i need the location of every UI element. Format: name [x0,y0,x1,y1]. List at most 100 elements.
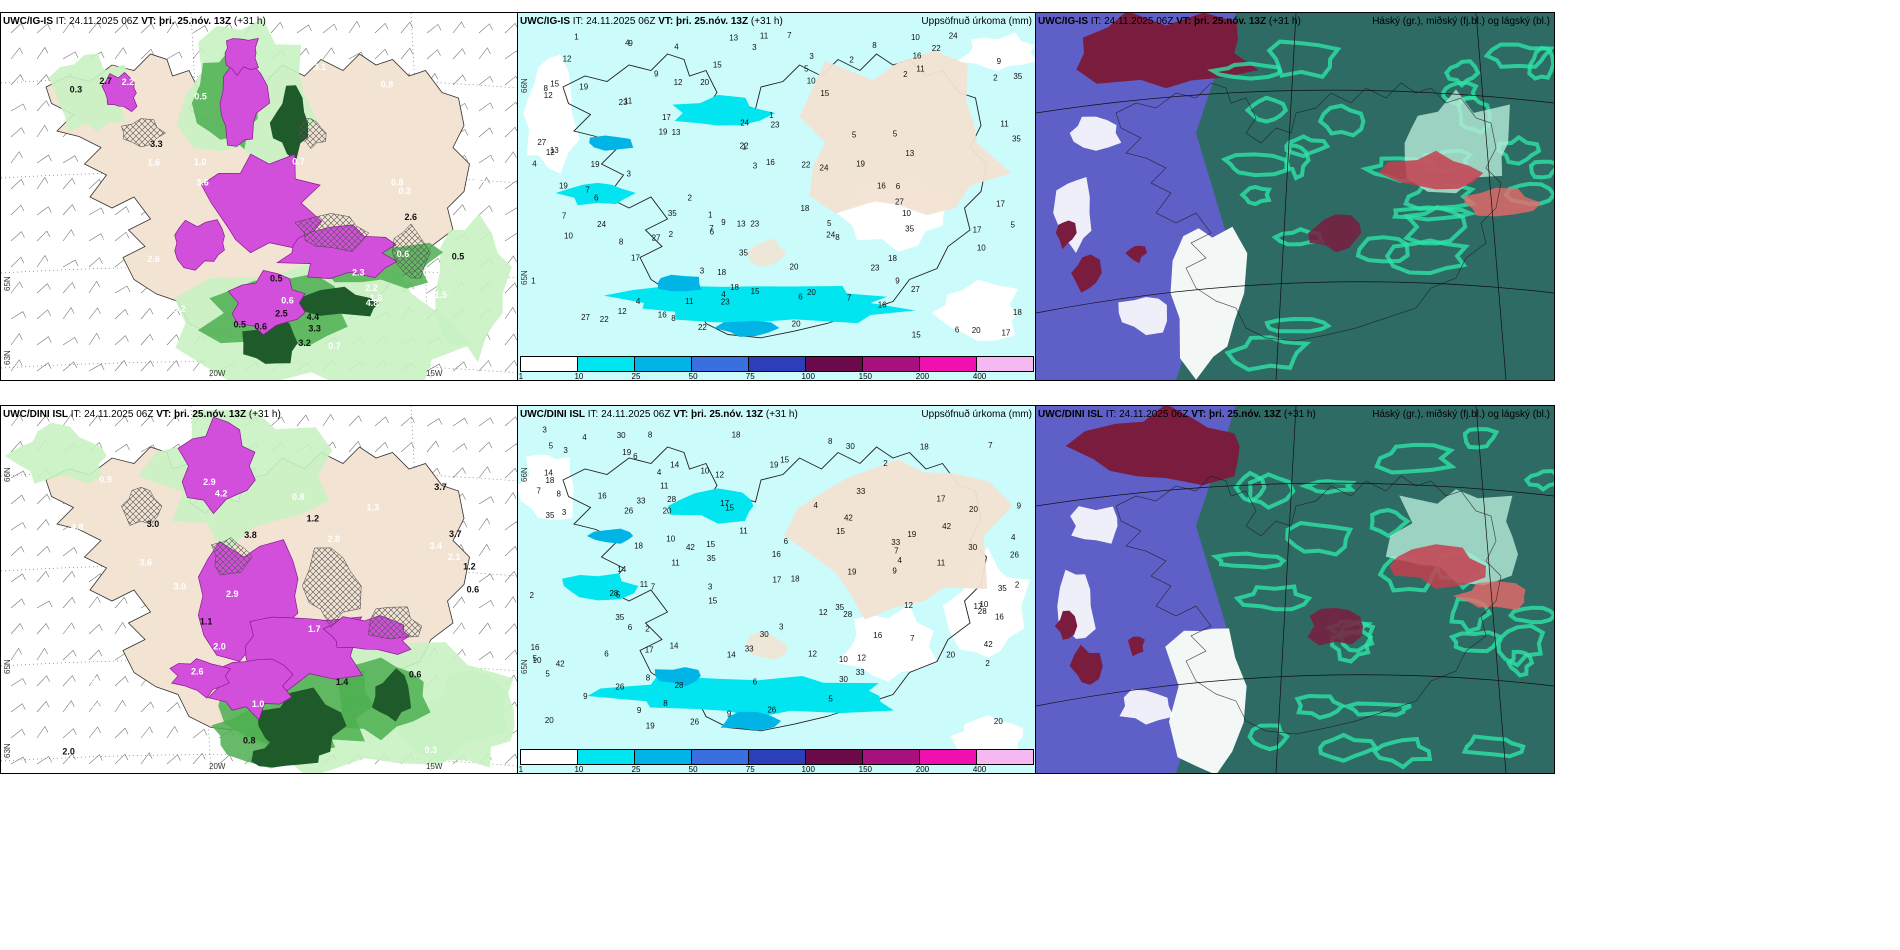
precip-amount-label: 42 [844,514,853,523]
precip-amount-label: 7 [709,224,714,233]
valid-time: þri. 25.nóv. 13Z [691,409,764,420]
graticule-lat [1036,281,1554,314]
colorbar-label: 200 [915,372,930,381]
mixed-precip-area [211,537,253,576]
wind-barb [166,414,180,427]
precip-amount-label: 12 [819,608,828,617]
valid-time: þri. 25.nóv. 13Z [174,409,247,420]
wind-barb [478,176,490,190]
precip-amount-label: 3 [809,52,814,61]
wind-barb [114,308,129,320]
precip-amount-label: 42 [984,640,993,649]
precip-amount-label: 17 [662,113,671,122]
precip-amount-label: 15 [708,597,717,606]
wind-barb [114,359,128,372]
dry-area [836,604,938,682]
precip-band [672,94,776,126]
precip-amount-label: 23 [871,263,880,272]
it-label: IT: [55,16,67,27]
dry-area [523,54,580,174]
precip-amount-label: 7 [651,582,656,591]
wind-barb [504,180,518,190]
wind-barb [322,413,334,427]
precip-rate-label: 0.5 [452,252,465,262]
wind-barb [478,360,492,372]
precip-amount-label: 10 [807,77,816,86]
wind-barb [10,311,27,320]
wind-barb [478,75,494,86]
vt-label: VT: [658,16,674,27]
precip-amount-label: 27 [895,198,904,207]
wind-barb [10,573,26,583]
precip-amount-label: 11 [937,558,946,567]
colorbar-label: 100 [801,765,815,774]
precip-amount-label: 8 [671,314,676,323]
low-cloud-contour [1294,693,1346,720]
wind-barb [114,443,130,453]
precip-amount-label: 28 [978,607,987,616]
wind-barb [62,204,76,216]
precip-amount-label: 18 [717,268,726,277]
precip-amount-label: 8 [828,437,833,446]
precip-amount-label: 35 [668,209,677,218]
wind-barb [36,74,50,86]
precip-rate-label: 0.6 [281,295,294,305]
model-name: UWC/DINI ISL [3,409,68,420]
precip-amount-label: 10 [979,600,988,609]
wind-barb [426,49,441,60]
precip-amount-label: 7 [536,487,541,496]
wind-barb [478,573,494,583]
wind-barb [62,753,76,765]
precip-amount-label: 9 [997,57,1002,66]
precip-amount-label: 8 [648,431,653,440]
precip-amount-label: 8 [835,233,840,242]
mixed-precip-area [120,487,163,526]
snow-area [101,72,138,112]
snow-area [227,270,306,336]
precip-band [603,285,916,324]
precip-amount-label: 24 [597,220,606,229]
wind-barb [88,233,105,242]
precip-map: 4359867152422161013121117201918352327214… [518,13,1036,380]
lead-time: (+31 h) [750,16,783,27]
wind-barb [36,309,51,320]
low-cloud-contour [1374,442,1457,475]
wind-barb [88,754,103,765]
wind-barb [192,752,206,765]
wind-barb [504,282,518,294]
vt-label: VT: [673,409,689,420]
lat-label-65n: 65N [520,659,529,674]
rain-area-heavy [242,315,298,364]
wind-barb [10,74,24,86]
precip-amount-label: 11 [760,32,769,41]
wind-barb [140,415,154,427]
colorbar-boxes [520,749,1034,765]
precip-band [587,675,894,718]
snow-area [169,658,232,699]
wind-barb [400,21,414,34]
colorbar-swatch [863,357,920,371]
precip-rate-label: 3.2 [298,338,311,348]
low-cloud-contour [1496,623,1546,668]
precip-amount-label: 2 [883,459,888,468]
precip-amount-label: 5 [549,442,554,451]
precip-amount-label: 27 [537,138,546,147]
ptype-map: 0.6 0.8 1.0 1.4 2.6 3.4 3.7 2.9 1.3 2.0 1.5 2.0 1.1 0… [1,406,518,773]
wind-barb [114,285,131,294]
precip-amount-label: 42 [556,659,565,668]
precip-amount-label: 13 [729,34,738,43]
precip-rate-label: 0.6 [255,322,268,332]
precip-amount-label: 30 [839,675,848,684]
colorbar-swatch [806,357,863,371]
lat-label-66n: 66N [520,467,529,482]
high-cloud-area [1055,220,1077,250]
precip-amount-label: 6 [955,326,960,335]
precip-amount-label: 33 [891,538,900,547]
precip-amount-label: 6 [753,677,758,686]
precip-amount-label: 35 [905,224,914,233]
precip-amount-label: 14 [670,460,679,469]
vt-label: VT: [1191,409,1207,420]
precip-amount-label: 12 [904,601,913,610]
precip-amount-label: 16 [873,631,882,640]
precip-amount-label: 11 [685,297,694,306]
